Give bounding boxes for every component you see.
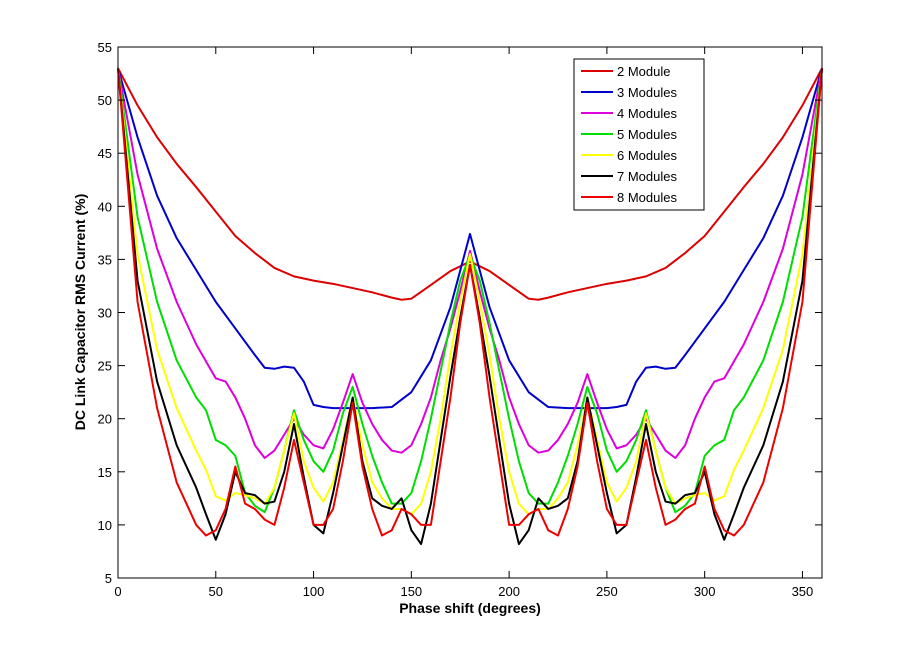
plot-background [118,47,822,578]
legend-label: 6 Modules [617,148,677,163]
legend-label: 7 Modules [617,169,677,184]
series-group [117,67,823,546]
y-tick-label: 15 [98,465,112,480]
legend-label: 4 Modules [617,106,677,121]
series-line-2-module [117,67,823,301]
y-tick-label: 20 [98,412,112,427]
y-tick-label: 55 [98,40,112,55]
legend: 2 Module 3 Modules 4 Modules 5 Modules 6 Mod… [573,58,705,211]
axes-group: 0 50 100 150 200 250 300 350 5 10 15 20 25 30 35 40 45 50… [98,40,823,599]
x-tick-label: 50 [209,584,223,599]
legend-label: 8 Modules [617,190,677,205]
series-line-3-modules [117,67,823,410]
x-tick-label: 300 [694,584,716,599]
y-tick-label: 30 [98,306,112,321]
x-axis-title: Phase shift (degrees) [399,600,541,616]
legend-label: 5 Modules [617,127,677,142]
y-tick-label: 40 [98,199,112,214]
y-tick-label: 50 [98,93,112,108]
y-tick-label: 35 [98,252,112,267]
x-tick-label: 200 [498,584,520,599]
y-tick-label: 10 [98,518,112,533]
y-tick-label: 25 [98,359,112,374]
series-line-4-modules [117,68,823,459]
plot-area [118,47,822,578]
x-tick-label: 250 [596,584,618,599]
legend-label: 2 Module [617,64,670,79]
x-tick-label: 150 [400,584,422,599]
series-line-8-modules [117,68,823,537]
x-tick-label: 0 [114,584,121,599]
y-tick-label: 5 [105,571,112,586]
x-tick-label: 100 [303,584,325,599]
x-tick-label: 350 [792,584,814,599]
y-tick-label: 45 [98,146,112,161]
y-axis-title: DC Link Capacitor RMS Current (%) [72,194,88,430]
legend-label: 3 Modules [617,85,677,100]
